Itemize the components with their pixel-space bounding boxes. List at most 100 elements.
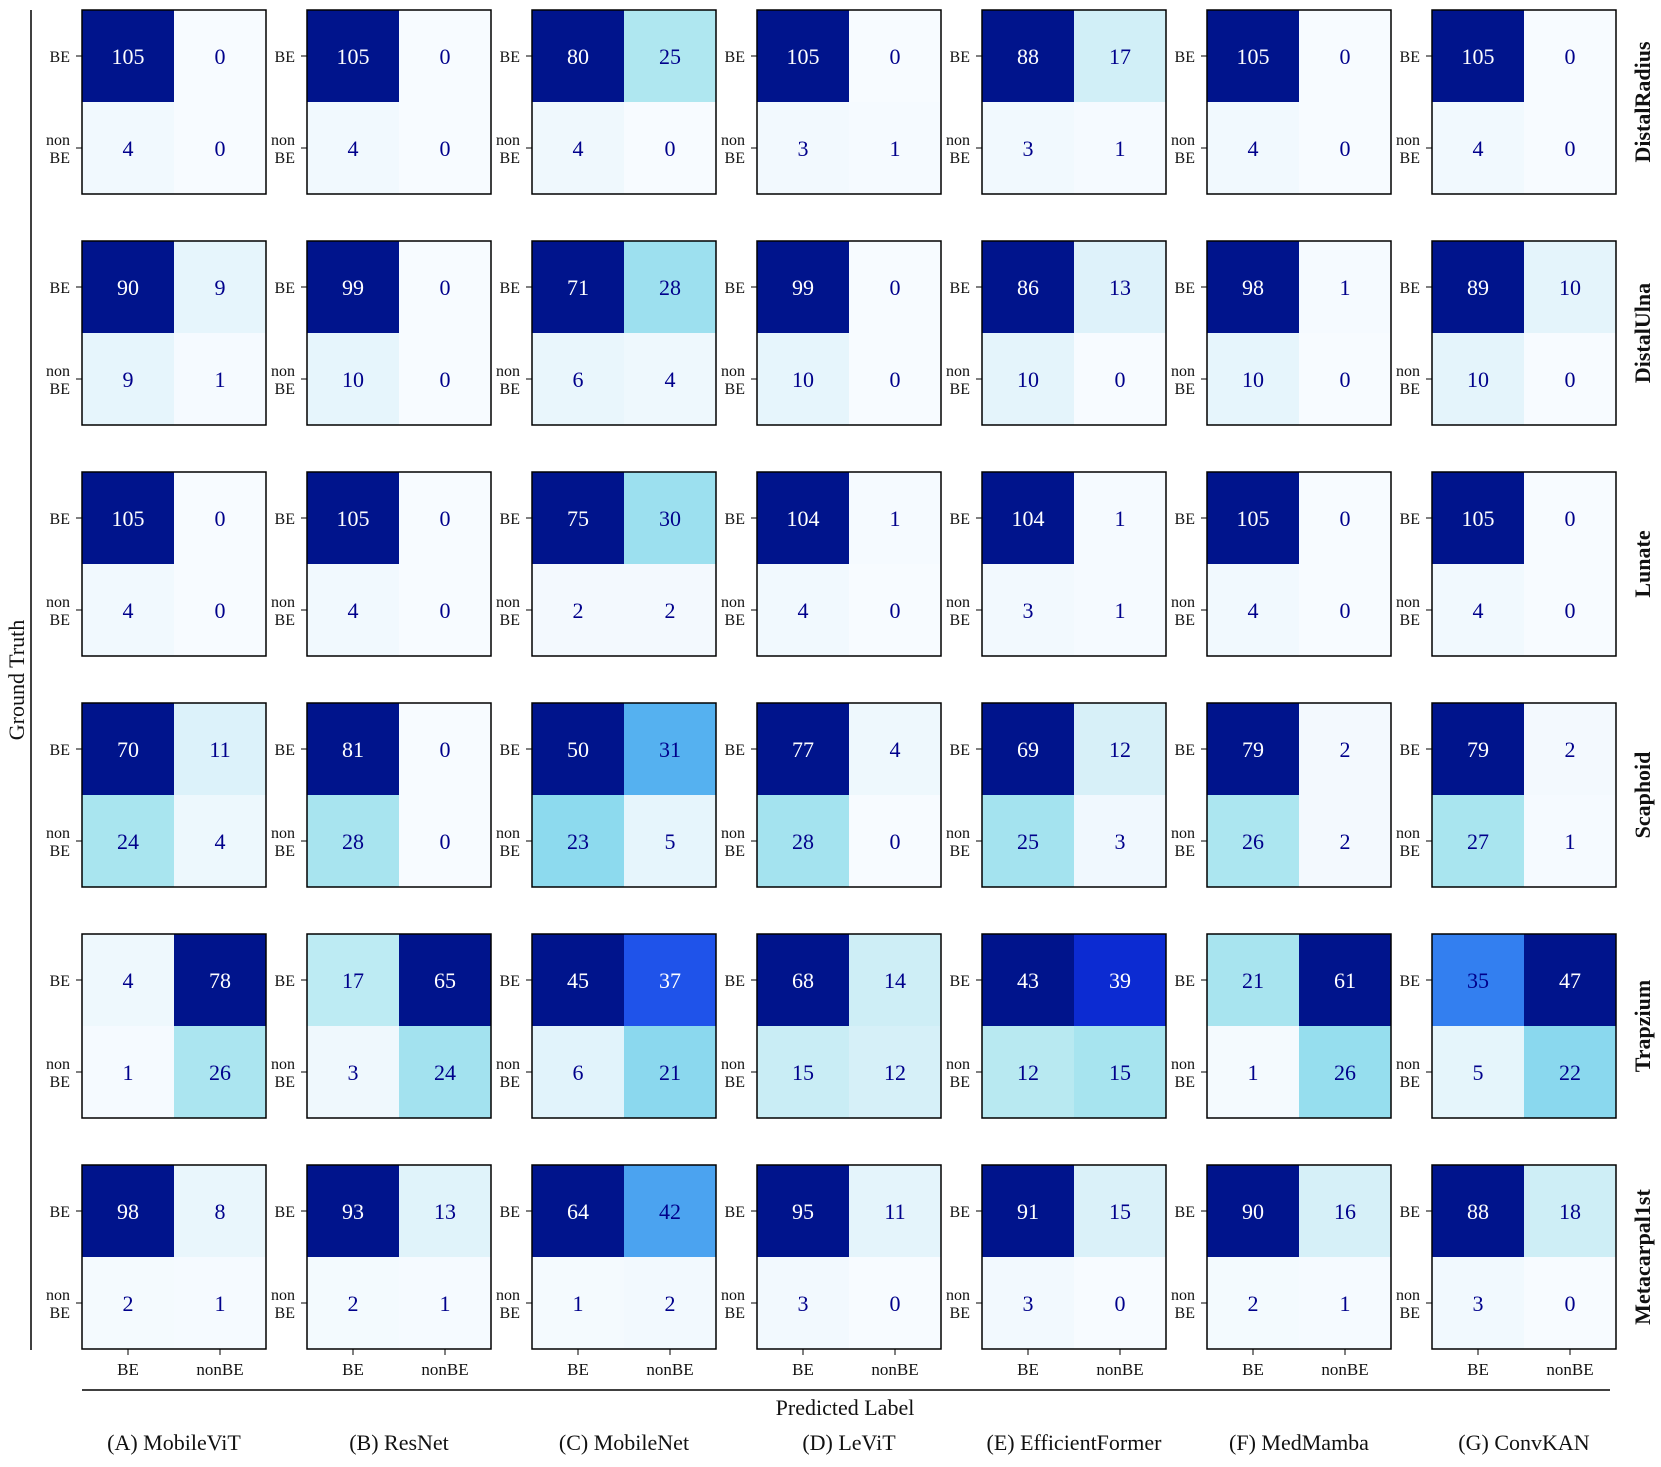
matrix-cell — [1299, 102, 1391, 194]
y-tick-label: BE — [500, 280, 520, 297]
matrix-cell — [624, 333, 716, 425]
y-tick-label: non — [271, 825, 295, 842]
matrix-border — [1431, 240, 1617, 426]
cell-value: 8 — [215, 1199, 226, 1224]
y-tick-label: BE — [1400, 742, 1420, 759]
cell-value: 28 — [792, 829, 814, 854]
cell-value: 3 — [1115, 829, 1126, 854]
model-label: (A) MobileViT — [107, 1430, 241, 1455]
matrix-cell — [624, 472, 716, 564]
y-tick-label: non — [946, 825, 970, 842]
matrix-cell — [757, 472, 849, 564]
matrix-cell — [82, 472, 174, 564]
matrix-cell — [982, 241, 1074, 333]
matrix-cell — [174, 102, 266, 194]
matrix-border — [531, 240, 717, 426]
y-tick-label: BE — [950, 843, 970, 860]
matrix-border — [1206, 702, 1392, 888]
cell-value: 31 — [659, 737, 681, 762]
y-tick-label: BE — [500, 1305, 520, 1322]
cell-value: 17 — [1109, 44, 1131, 69]
y-tick-label: BE — [50, 150, 70, 167]
y-tick-label: BE — [500, 381, 520, 398]
cell-value: 89 — [1467, 275, 1489, 300]
y-tick-label: BE — [50, 381, 70, 398]
y-tick-label: BE — [1175, 49, 1195, 66]
y-tick-label: BE — [275, 150, 295, 167]
matrix-cell — [1524, 934, 1616, 1026]
matrix-border — [531, 1164, 717, 1350]
cell-value: 75 — [567, 506, 589, 531]
matrix-border — [756, 471, 942, 657]
matrix-border — [81, 471, 267, 657]
cell-value: 70 — [117, 737, 139, 762]
matrix-cell — [399, 102, 491, 194]
cell-value: 28 — [659, 275, 681, 300]
cell-value: 0 — [1565, 506, 1576, 531]
matrix-cell — [399, 564, 491, 656]
matrix-cell — [1299, 795, 1391, 887]
cell-value: 65 — [434, 968, 456, 993]
y-tick-label: non — [721, 825, 745, 842]
matrix-border — [756, 9, 942, 195]
cell-value: 24 — [434, 1060, 456, 1085]
cell-value: 0 — [440, 275, 451, 300]
cell-value: 1 — [1340, 1291, 1351, 1316]
y-tick-label: BE — [275, 1305, 295, 1322]
matrix-cell — [307, 703, 399, 795]
matrix-cell — [1207, 934, 1299, 1026]
matrix-cell — [982, 472, 1074, 564]
y-tick-label: BE — [950, 1305, 970, 1322]
cell-value: 24 — [117, 829, 139, 854]
matrix-cell — [982, 333, 1074, 425]
matrix-cell — [982, 1165, 1074, 1257]
y-tick-label: BE — [500, 49, 520, 66]
matrix-border — [531, 702, 717, 888]
model-label: (E) EfficientFormer — [987, 1430, 1163, 1455]
matrix-border — [306, 1164, 492, 1350]
y-tick-label: BE — [725, 381, 745, 398]
y-tick-label: BE — [50, 49, 70, 66]
cell-value: 0 — [440, 44, 451, 69]
cell-value: 2 — [665, 1291, 676, 1316]
matrix-cell — [532, 1257, 624, 1349]
matrix-cell — [307, 1257, 399, 1349]
y-tick-label: BE — [275, 612, 295, 629]
matrix-border — [306, 240, 492, 426]
x-tick-label: nonBE — [1096, 1360, 1143, 1379]
cell-value: 0 — [215, 506, 226, 531]
model-label: (B) ResNet — [349, 1430, 449, 1455]
matrix-cell — [1524, 1257, 1616, 1349]
matrix-border — [1206, 933, 1392, 1119]
y-tick-label: non — [271, 363, 295, 380]
matrix-border — [1206, 471, 1392, 657]
y-tick-label: BE — [725, 280, 745, 297]
y-tick-label: non — [721, 1287, 745, 1304]
predicted-label: Predicted Label — [776, 1395, 915, 1420]
matrix-cell — [1299, 1026, 1391, 1118]
matrix-border — [981, 1164, 1167, 1350]
y-tick-label: BE — [1175, 150, 1195, 167]
cell-value: 0 — [440, 737, 451, 762]
cell-value: 22 — [1559, 1060, 1581, 1085]
y-tick-label: non — [496, 594, 520, 611]
cell-value: 105 — [112, 44, 145, 69]
cell-value: 25 — [659, 44, 681, 69]
matrix-cell — [1074, 795, 1166, 887]
matrix-cell — [757, 795, 849, 887]
matrix-cell — [1207, 1026, 1299, 1118]
cell-value: 1 — [1115, 506, 1126, 531]
cell-value: 4 — [123, 136, 134, 161]
matrix-cell — [174, 472, 266, 564]
x-tick-label: BE — [792, 1360, 814, 1379]
matrix-border — [1431, 471, 1617, 657]
matrix-cell — [1524, 564, 1616, 656]
cell-value: 9 — [123, 367, 134, 392]
model-label: (F) MedMamba — [1229, 1430, 1369, 1455]
matrix-cell — [307, 1165, 399, 1257]
y-tick-label: non — [46, 594, 70, 611]
cell-value: 0 — [890, 44, 901, 69]
y-tick-label: non — [946, 594, 970, 611]
matrix-border — [756, 1164, 942, 1350]
cell-value: 90 — [117, 275, 139, 300]
